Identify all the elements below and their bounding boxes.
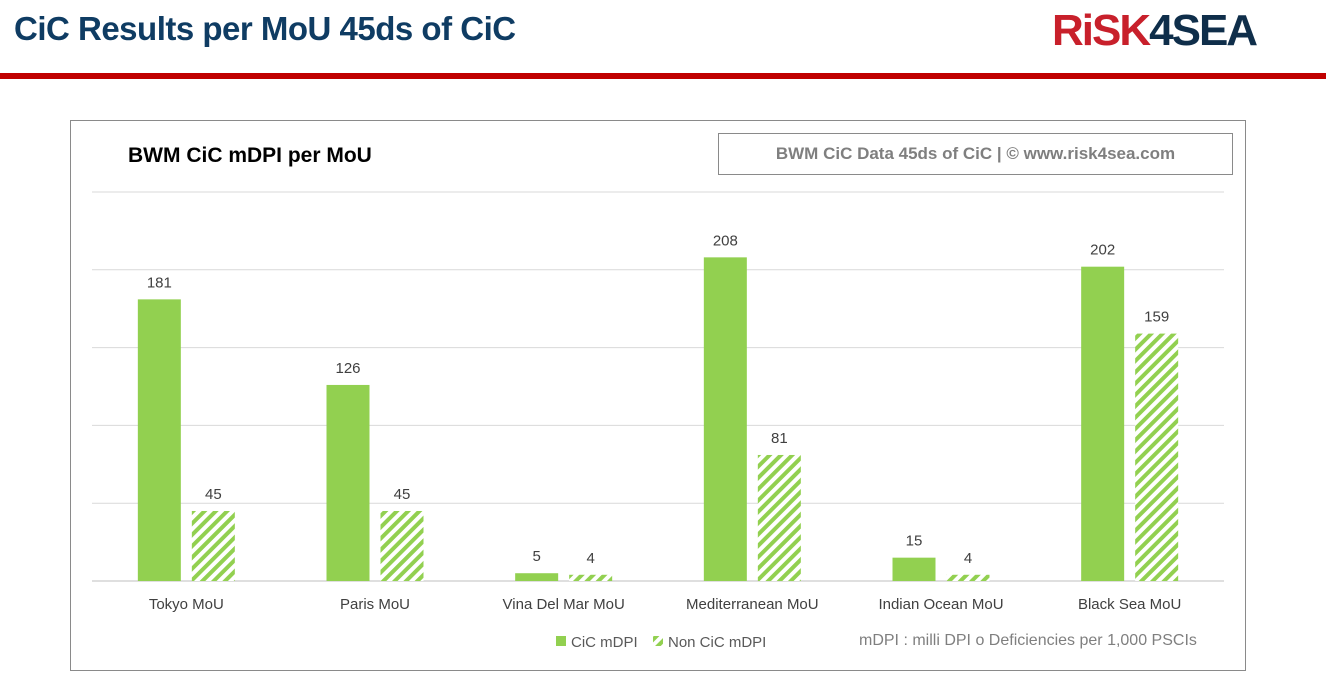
bar-cic [137, 299, 181, 581]
data-label: 45 [205, 486, 222, 503]
page-title: CiC Results per MoU 45ds of CiC [14, 10, 516, 47]
chart-title: BWM CiC mDPI per MoU [128, 144, 372, 167]
data-label: 4 [964, 550, 972, 567]
category-label: Tokyo MoU [149, 596, 224, 613]
category-label: Vina Del Mar MoU [503, 596, 625, 613]
legend-swatch-cic [556, 636, 566, 646]
bar-noncic [380, 510, 424, 581]
bar-noncic [1135, 333, 1179, 581]
bar-cic [326, 384, 370, 581]
legend-label: Non CiC mDPI [668, 634, 766, 651]
bar-noncic [946, 574, 990, 581]
data-label: 4 [586, 550, 594, 567]
bar-noncic [757, 454, 801, 581]
category-label: Mediterranean MoU [686, 596, 819, 613]
bar-cic [892, 557, 936, 581]
bar-cic [1081, 266, 1125, 581]
data-label: 45 [394, 486, 411, 503]
bar-cic [515, 573, 559, 581]
risk4sea-logo: RiSK4SEA [1052, 6, 1258, 55]
legend-swatch-noncic [653, 636, 663, 646]
data-label: 126 [335, 360, 360, 377]
source-box: BWM CiC Data 45ds of CiC | © www.risk4se… [718, 133, 1233, 175]
bar-noncic [191, 510, 235, 581]
data-label: 202 [1090, 242, 1115, 259]
data-label: 159 [1144, 309, 1169, 326]
category-label: Paris MoU [340, 596, 410, 613]
mdpi-note: mDPI : milli DPI o Deficiencies per 1,00… [859, 632, 1197, 649]
data-label: 181 [147, 274, 172, 291]
legend-label: CiC mDPI [571, 634, 638, 651]
data-label: 81 [771, 430, 788, 447]
chart-frame [70, 120, 1246, 671]
category-label: Black Sea MoU [1078, 596, 1181, 613]
data-label: 208 [713, 232, 738, 249]
data-label: 15 [906, 533, 923, 550]
header-divider [0, 73, 1326, 79]
bar-cic [703, 257, 747, 581]
category-label: Indian Ocean MoU [878, 596, 1003, 613]
bar-noncic [569, 574, 613, 581]
data-label: 5 [532, 548, 540, 565]
